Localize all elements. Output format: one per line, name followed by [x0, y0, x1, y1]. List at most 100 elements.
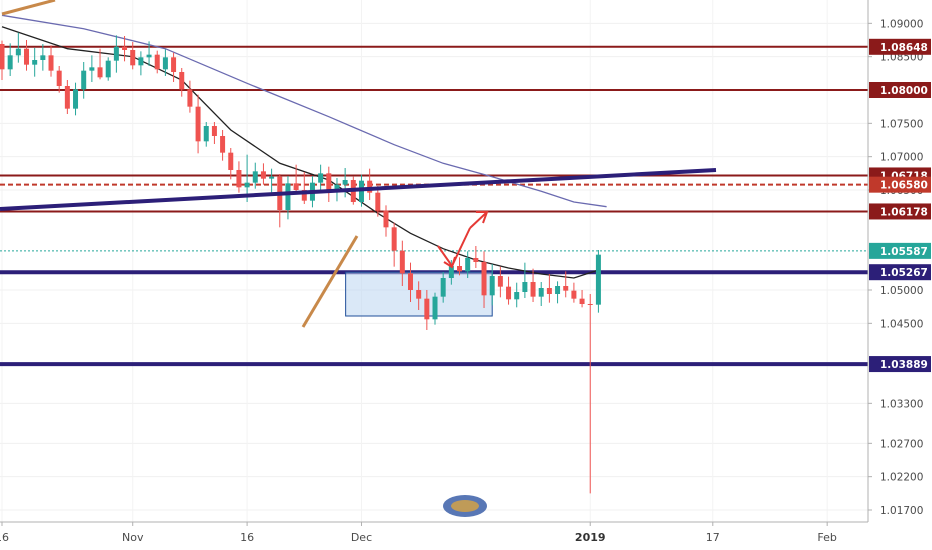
y-tick-label: 1.09000	[880, 18, 923, 30]
price-badge	[869, 356, 931, 373]
x-tick-label: Feb	[817, 531, 836, 544]
y-tick-label: 1.02200	[880, 472, 923, 484]
candle-body	[481, 262, 487, 296]
candle-body	[56, 70, 62, 86]
slow-moving-average	[1, 14, 607, 208]
candle-body	[530, 282, 536, 297]
candle-body	[122, 46, 128, 50]
price-badges: 1.086481.080001.067181.065801.061781.052…	[869, 38, 931, 373]
price-badge	[869, 264, 931, 281]
candle-body	[105, 60, 111, 78]
orange-trendline-top	[1, 0, 56, 16]
candle-body	[236, 170, 242, 188]
candle-body	[424, 298, 430, 320]
price-badge-label: 1.08648	[880, 42, 928, 54]
x-tick-label: 16	[240, 531, 254, 544]
y-tick-label: 1.03300	[880, 398, 923, 410]
candle-body	[113, 46, 119, 61]
price-badge-label: 1.03889	[880, 359, 928, 371]
candle-body	[269, 176, 275, 179]
time-axis: 16Nov16Dec201917FebMar	[0, 522, 837, 544]
candle-body	[391, 227, 397, 251]
candle-body	[211, 126, 217, 136]
candle-body	[97, 67, 103, 78]
candle-body	[73, 89, 79, 109]
candle-body	[48, 55, 54, 71]
candle-body	[130, 50, 136, 66]
grid	[0, 0, 868, 522]
projection-arrow-tip	[469, 212, 487, 229]
candle-body	[465, 258, 471, 272]
candle-body	[228, 152, 234, 170]
candle-body	[187, 89, 193, 107]
y-tick-label: 1.07000	[880, 152, 923, 164]
candle-body	[64, 86, 70, 109]
trendlines	[0, 0, 717, 328]
candle-body	[179, 72, 185, 90]
candle-body	[40, 55, 46, 60]
x-tick-label: 16	[0, 531, 9, 544]
y-tick-label: 1.05000	[880, 285, 923, 297]
candle-body	[301, 190, 307, 201]
candle-body	[318, 173, 324, 183]
logo-inner-shape	[451, 500, 479, 512]
watermark-logo	[443, 495, 487, 517]
candle-body	[440, 278, 446, 297]
y-tick-label: 1.02700	[880, 438, 923, 450]
candle-body	[203, 126, 209, 142]
candle-body	[154, 54, 160, 70]
candle-body	[571, 290, 577, 299]
candle-body	[260, 171, 266, 179]
candle-body	[89, 67, 95, 71]
candle-body	[252, 171, 258, 183]
candle-body	[375, 192, 381, 211]
x-tick-label: Dec	[351, 531, 372, 544]
price-badge-label: 1.05267	[880, 267, 928, 279]
candle-body	[506, 286, 512, 300]
candle-body	[408, 273, 413, 290]
candle-body	[285, 183, 291, 210]
candle-body	[220, 136, 226, 153]
candle-body	[32, 60, 38, 65]
price-badge	[869, 82, 931, 98]
candle-body	[448, 266, 454, 278]
orange-trendline-rise	[301, 235, 359, 328]
candle-body	[358, 180, 364, 202]
candle-body	[514, 292, 520, 300]
candle-body	[497, 276, 503, 287]
price-badge-label: 1.06580	[880, 180, 928, 192]
y-tick-label: 1.04500	[880, 318, 923, 330]
candles	[0, 32, 601, 494]
candle-body	[244, 182, 250, 188]
candle-body	[367, 180, 373, 193]
candle-body	[579, 298, 585, 304]
candle-body	[146, 54, 152, 58]
x-tick-label: 17	[706, 531, 720, 544]
candle-body	[293, 183, 299, 190]
candle-body	[138, 57, 144, 66]
candle-body	[24, 48, 30, 65]
price-badge	[869, 176, 931, 193]
candle-body	[399, 250, 405, 274]
candle-body	[489, 276, 495, 296]
candle-body	[326, 173, 332, 192]
candle-body	[546, 288, 552, 294]
x-tick-label: 2019	[575, 531, 606, 544]
candle-body	[383, 210, 389, 228]
candle-body	[563, 286, 569, 291]
price-badge	[869, 38, 931, 55]
candle-body	[555, 286, 561, 294]
candle-body	[162, 57, 168, 70]
projection-arrow-head	[476, 211, 489, 224]
candle-body	[473, 258, 479, 262]
ascending-trendline	[0, 168, 717, 211]
candle-body	[522, 282, 528, 292]
y-tick-label: 1.01700	[880, 505, 923, 517]
candle-body	[595, 254, 601, 305]
projection-arrow-dip	[443, 256, 456, 269]
candle-body	[195, 106, 201, 142]
candle-body	[15, 48, 21, 56]
candle-body	[538, 288, 544, 297]
candle-body	[81, 70, 87, 90]
